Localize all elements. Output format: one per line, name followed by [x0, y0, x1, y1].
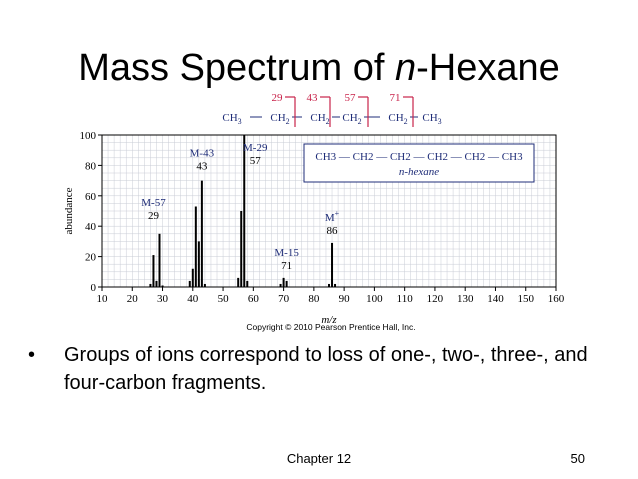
- x-tick-label: 30: [157, 293, 169, 305]
- peak-label-mz: 43: [196, 161, 208, 173]
- copyright-text: Copyright © 2010 Pearson Prentice Hall, …: [246, 322, 415, 332]
- x-tick-label: 160: [548, 293, 565, 305]
- y-tick-label: 60: [85, 191, 97, 203]
- footer-page-number: 50: [570, 451, 585, 466]
- peak-label-mz: 29: [148, 210, 160, 222]
- slide-title: Mass Spectrum of n-Hexane: [0, 45, 638, 91]
- y-tick-label: 40: [85, 221, 97, 233]
- fragment-label: 43: [307, 92, 319, 104]
- x-tick-label: 90: [339, 293, 351, 305]
- peak-label-fragment: M-15: [274, 247, 299, 259]
- x-tick-label: 120: [427, 293, 444, 305]
- inset-name: n-hexane: [399, 166, 439, 178]
- fragment-label: 29: [272, 92, 284, 104]
- chain-group: CH3: [422, 112, 441, 126]
- footer-chapter: Chapter 12: [286, 451, 352, 466]
- chain-group: CH2: [388, 112, 407, 126]
- x-axis-label: m/z: [321, 314, 337, 326]
- peak-label-fragment: M-29: [243, 142, 268, 154]
- fragment-label: 57: [345, 92, 357, 104]
- x-tick-label: 80: [308, 293, 320, 305]
- y-tick-label: 0: [91, 282, 97, 294]
- inset-formula: CH3 — CH2 — CH2 — CH2 — CH2 — CH3: [315, 151, 523, 163]
- y-tick-label: 80: [85, 160, 97, 172]
- chain-group: CH3: [222, 112, 241, 126]
- peak-label-mz: 57: [250, 155, 262, 167]
- x-tick-label: 70: [278, 293, 290, 305]
- fragment-label: 71: [390, 92, 401, 104]
- x-tick-label: 110: [397, 293, 414, 305]
- x-tick-label: 140: [487, 293, 504, 305]
- title-end: -Hexane: [416, 47, 560, 89]
- y-axis-label: abundance: [63, 187, 75, 234]
- title-italic: n: [394, 47, 417, 89]
- peak-label-mz: 86: [327, 225, 339, 237]
- bullet-text: Groups of ions correspond to loss of one…: [64, 344, 588, 394]
- x-tick-label: 130: [457, 293, 474, 305]
- x-tick-label: 50: [218, 293, 230, 305]
- hexane-structure: CH3 CH2 CH2 CH2 CH2 CH3 29 43 57 71: [222, 92, 442, 127]
- y-tick-label: 20: [85, 252, 97, 264]
- x-tick-label: 100: [366, 293, 383, 305]
- x-tick-label: 40: [187, 293, 199, 305]
- x-tick-label: 20: [127, 293, 139, 305]
- chain-group: CH2: [342, 112, 361, 126]
- chain-group: CH2: [270, 112, 289, 126]
- x-tick-label: 10: [97, 293, 109, 305]
- peak-label-fragment: M-43: [190, 148, 215, 160]
- peak-label-fragment: M+: [325, 209, 340, 224]
- inset-border: [303, 143, 535, 183]
- bullet-dot: •: [28, 344, 36, 366]
- mass-spectrum-chart: 10 20 30 40 50 60 70 80 90 100 110 120 130 140 150 160 0…: [63, 130, 565, 326]
- y-tick-label: 100: [80, 130, 97, 142]
- x-tick-label: 150: [517, 293, 534, 305]
- x-tick-label: 60: [248, 293, 260, 305]
- peak-label-fragment: M-57: [141, 197, 166, 209]
- title-main: Mass Spectrum of: [78, 47, 395, 89]
- peak-label-mz: 71: [281, 260, 292, 272]
- chain-group: CH2: [310, 112, 329, 126]
- hexane-inset-box: CH3 — CH2 — CH2 — CH2 — CH2 — CH3 n-hexa…: [303, 143, 535, 183]
